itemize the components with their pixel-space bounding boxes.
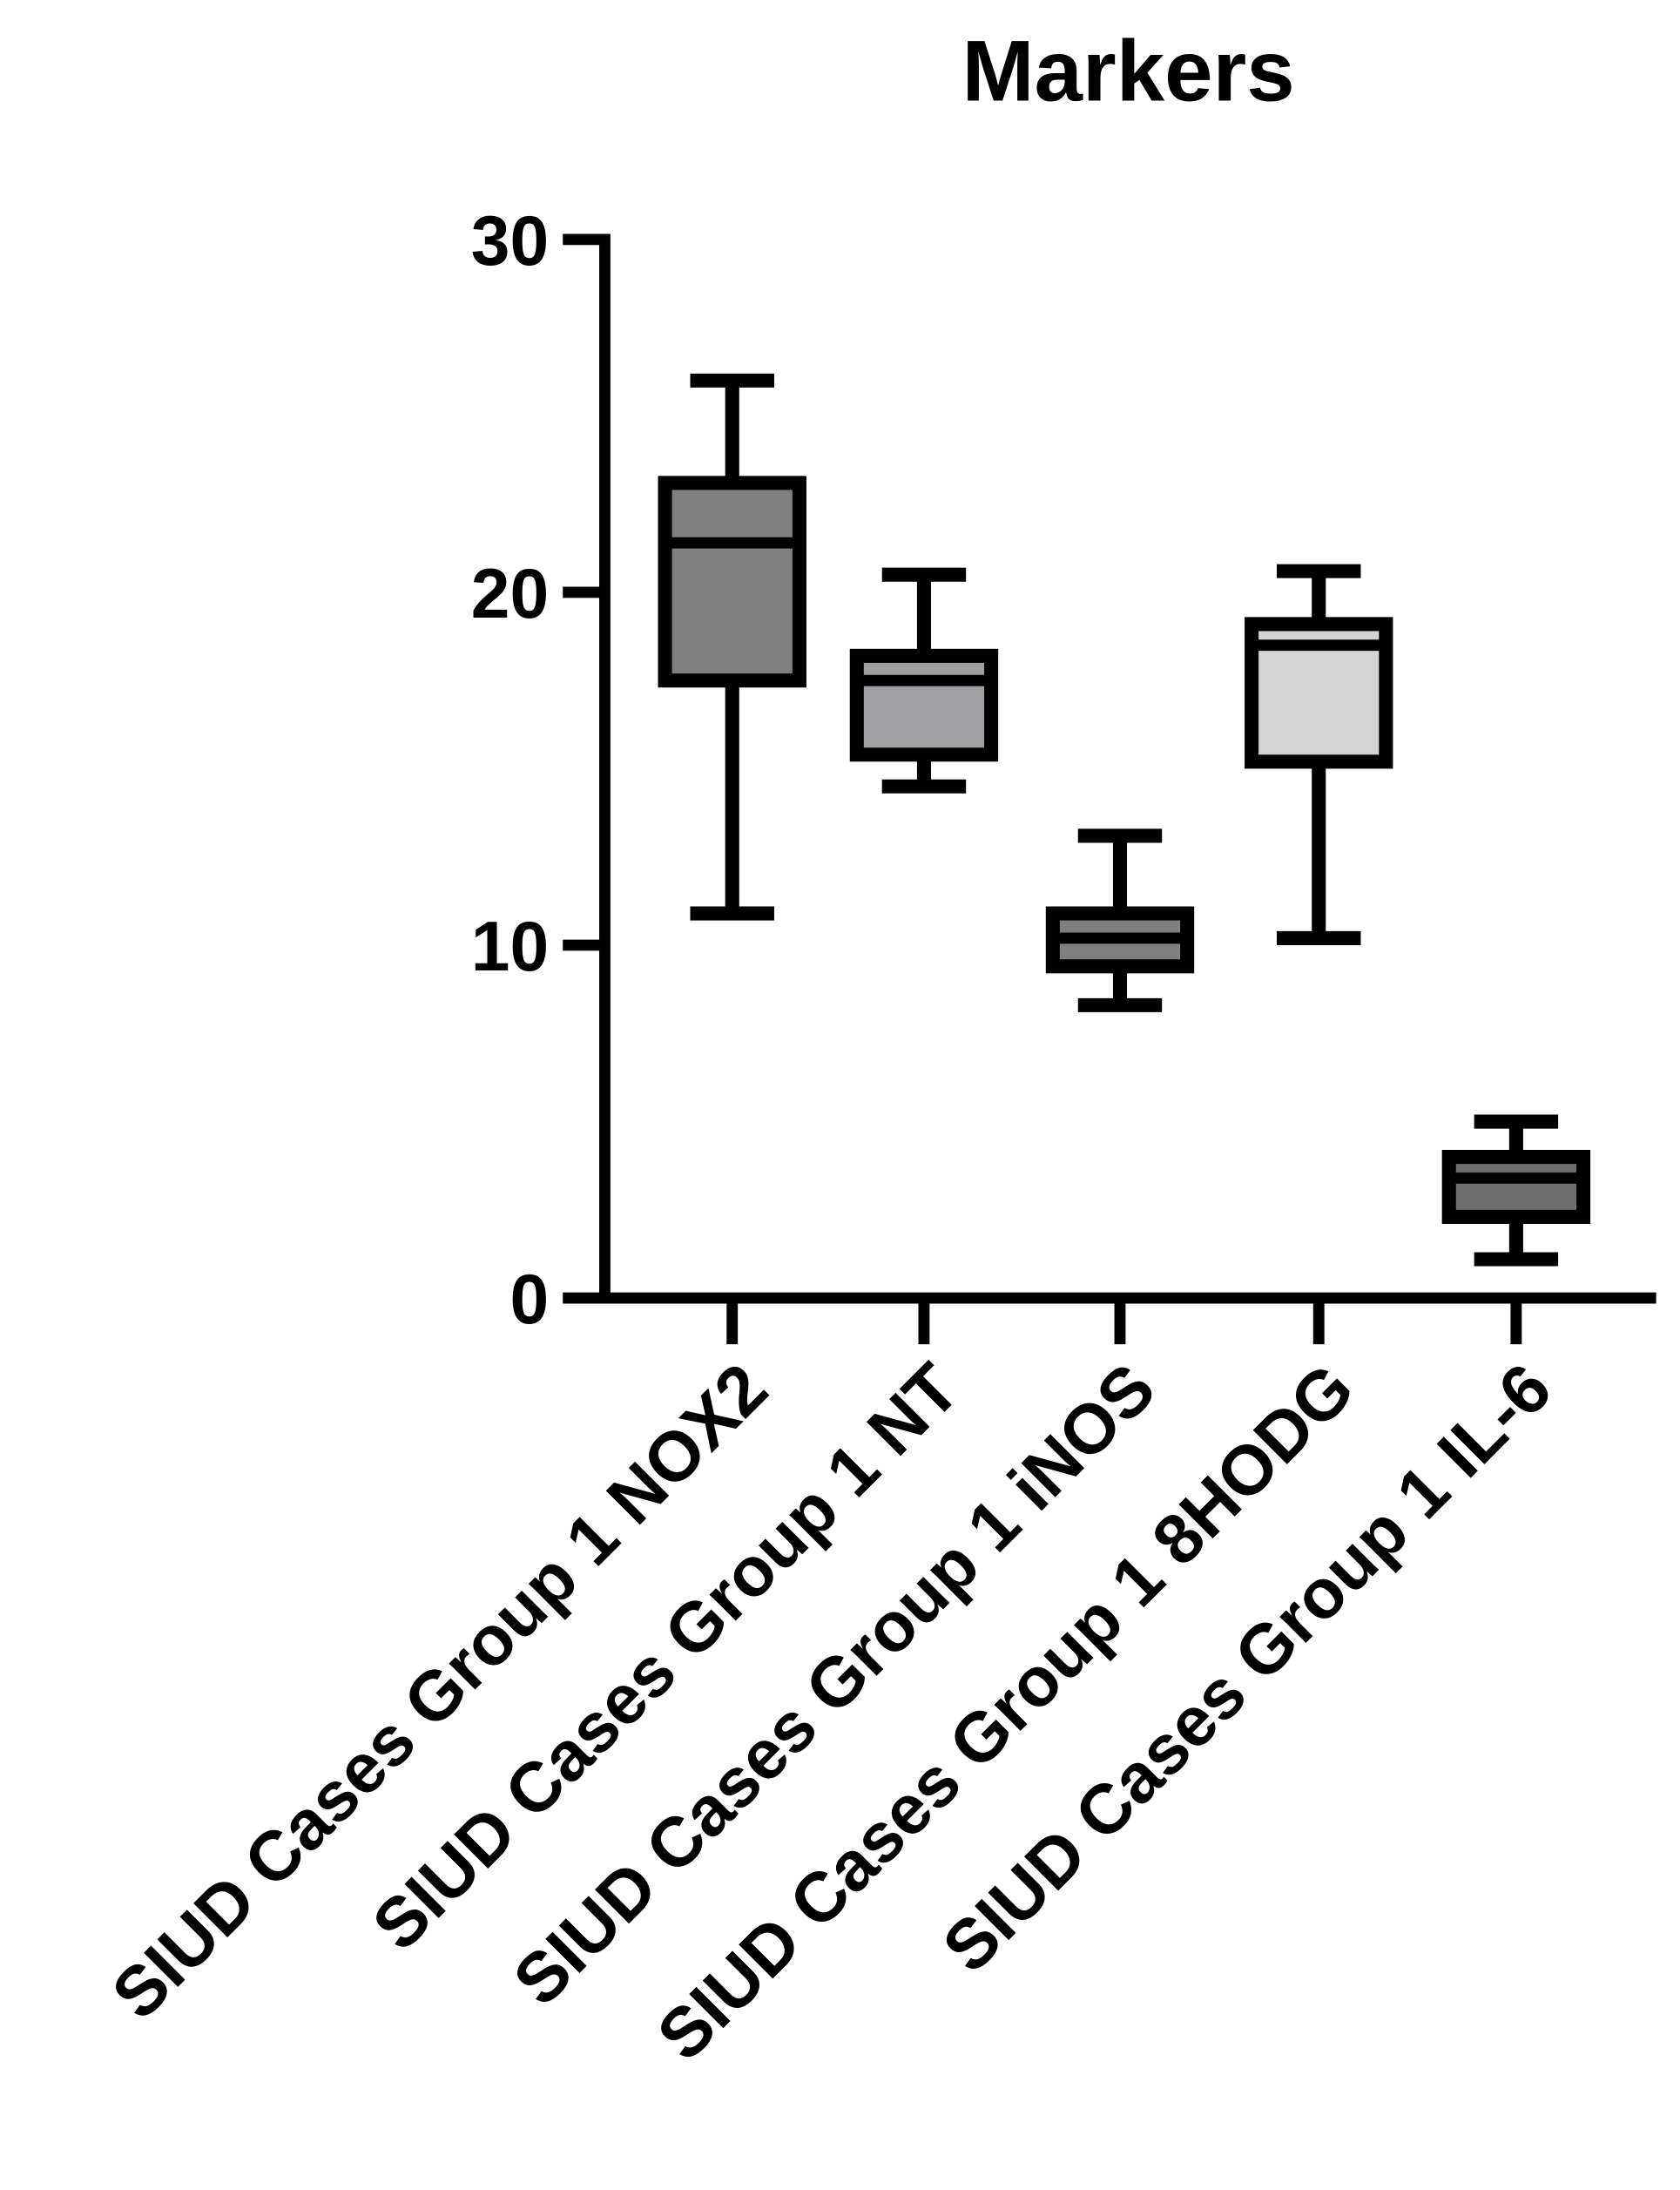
y-tick-label: 30 bbox=[471, 202, 549, 281]
chart-title: Markers bbox=[962, 24, 1295, 120]
box bbox=[658, 476, 806, 688]
y-tick-label: 0 bbox=[509, 1261, 549, 1339]
box bbox=[1441, 1150, 1591, 1224]
y-tick-label: 10 bbox=[471, 908, 549, 986]
box bbox=[849, 648, 999, 762]
y-tick-label: 20 bbox=[471, 555, 549, 633]
